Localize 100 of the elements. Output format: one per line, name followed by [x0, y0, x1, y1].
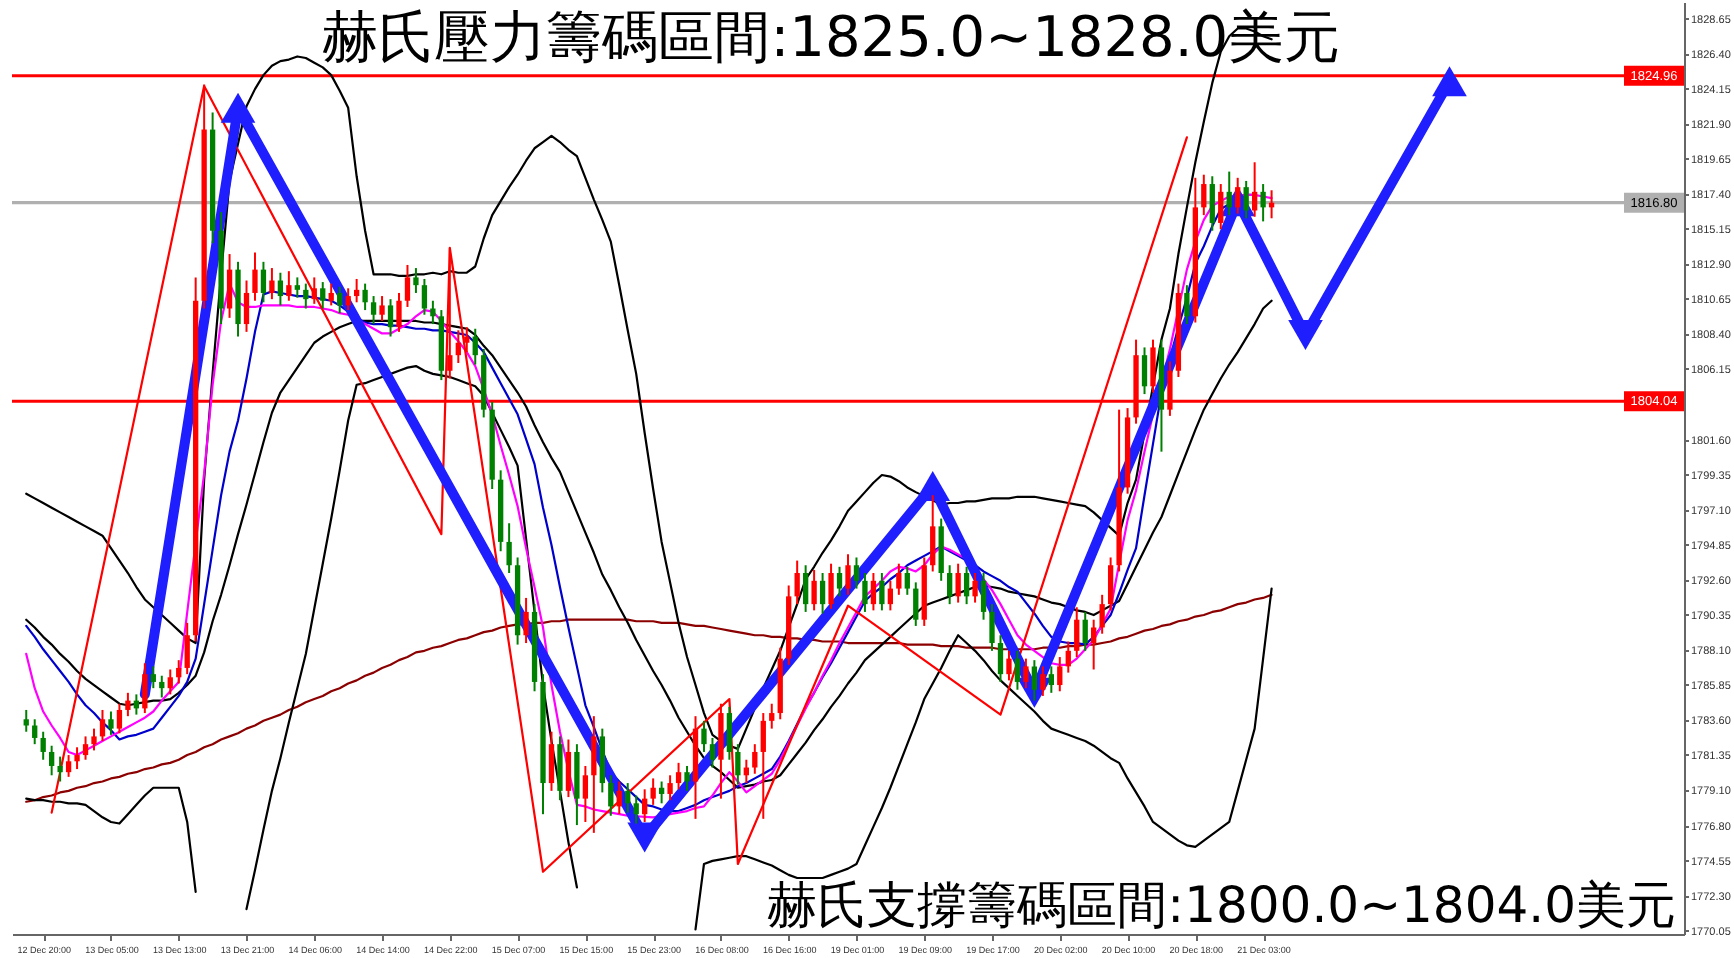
candlestick	[963, 565, 970, 606]
candlestick	[658, 780, 665, 805]
candlestick	[379, 295, 385, 322]
candlestick	[582, 764, 589, 823]
candlestick	[1065, 640, 1071, 674]
candlestick	[565, 738, 572, 799]
candlestick	[887, 579, 894, 612]
candlestick	[1014, 649, 1021, 691]
candlestick	[997, 634, 1004, 683]
candlestick	[294, 276, 300, 299]
candlestick	[1107, 556, 1114, 612]
candlestick	[769, 702, 775, 730]
candlestick	[1209, 175, 1215, 232]
candlestick	[947, 564, 953, 606]
candlestick	[718, 702, 724, 800]
candlestick	[243, 279, 250, 333]
candlestick	[1243, 179, 1249, 220]
candlestick	[896, 562, 902, 596]
point	[915, 470, 951, 501]
candlestick	[116, 702, 123, 735]
candlestick	[760, 712, 766, 820]
candlestick	[523, 596, 529, 645]
candlestick	[574, 743, 580, 827]
candlestick	[387, 298, 394, 338]
point	[1288, 319, 1323, 350]
candlestick	[1141, 346, 1148, 396]
candlestick	[320, 281, 326, 310]
candlestick	[836, 565, 843, 598]
candlestick	[82, 735, 89, 761]
candlestick	[32, 718, 38, 746]
candlestick	[472, 327, 478, 366]
candlestick	[599, 727, 605, 794]
candlestick	[150, 665, 156, 690]
candlestick	[464, 326, 470, 354]
candlestick	[1251, 161, 1258, 218]
candlestick	[40, 730, 46, 761]
candlestick	[557, 735, 563, 802]
candlestick	[930, 494, 936, 573]
candlestick	[1201, 173, 1207, 217]
candlestick	[455, 329, 461, 364]
candlestick	[353, 277, 360, 304]
candlestick	[980, 572, 987, 621]
candlestick	[802, 564, 809, 613]
candlestick	[1099, 593, 1105, 635]
candlestick	[269, 267, 275, 301]
candlestick	[862, 572, 868, 613]
candlestick	[1082, 610, 1088, 652]
candlestick	[413, 267, 419, 294]
candlestick	[506, 522, 512, 575]
candlestick	[701, 719, 707, 753]
candlestick	[1023, 657, 1029, 690]
candlestick	[879, 572, 885, 612]
candlestick	[752, 743, 758, 775]
candlestick	[1040, 665, 1046, 697]
line-series	[25, 786, 197, 894]
candlestick	[1218, 183, 1224, 231]
candlestick	[828, 562, 834, 610]
candlestick	[421, 277, 428, 316]
candlestick	[286, 270, 292, 302]
candlestick	[184, 621, 190, 676]
candlestick	[48, 744, 55, 777]
candlestick	[345, 287, 351, 312]
line-series	[245, 364, 578, 911]
candlestick	[616, 780, 622, 816]
point	[627, 822, 662, 853]
candlestick	[303, 282, 309, 310]
candlestick	[99, 708, 106, 743]
candlestick	[260, 260, 267, 304]
candlestick	[845, 553, 851, 596]
candlestick	[57, 755, 63, 783]
candlestick	[337, 285, 343, 315]
candlestick	[328, 282, 334, 307]
candlestick	[1048, 665, 1054, 694]
candlestick	[108, 710, 114, 736]
candlestick	[447, 246, 453, 380]
candlestick	[675, 761, 682, 791]
candlestick	[684, 764, 690, 792]
candlestick	[735, 743, 741, 786]
candlestick	[1091, 618, 1097, 671]
candlestick	[1074, 606, 1080, 659]
candlestick	[74, 746, 80, 771]
candlestick	[311, 276, 317, 305]
candlestick	[277, 271, 284, 307]
candlestick	[608, 774, 614, 817]
point	[220, 92, 256, 123]
candlestick	[870, 572, 877, 612]
candlestick	[726, 705, 733, 761]
candlestick	[548, 730, 555, 792]
candlestick	[625, 782, 631, 814]
candlestick	[633, 794, 639, 825]
candlestick	[650, 777, 656, 806]
candlestick	[591, 715, 597, 834]
candlestick	[1226, 170, 1232, 217]
candlestick	[1184, 284, 1190, 326]
candlestick	[1006, 649, 1012, 682]
candlestick	[904, 565, 910, 596]
candlestick	[989, 603, 995, 652]
candlestick	[159, 674, 165, 699]
candlestick	[1057, 656, 1063, 693]
candlestick	[65, 754, 72, 778]
